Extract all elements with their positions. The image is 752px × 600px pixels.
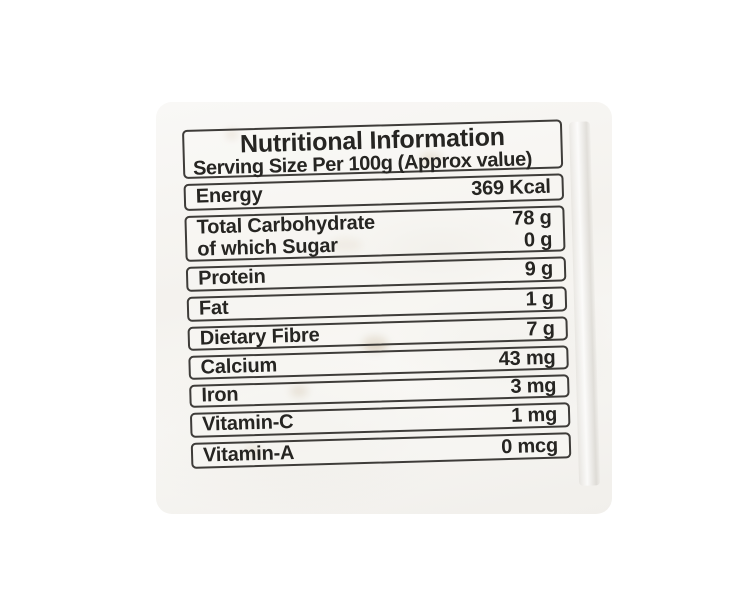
label-header: Nutritional Information Serving Size Per… <box>182 119 564 180</box>
row-energy: Energy 369 Kcal <box>183 173 565 211</box>
bag-stain <box>362 336 388 352</box>
nutrition-label: Nutritional Information Serving Size Per… <box>182 119 572 473</box>
row-dietary-fibre: Dietary Fibre 7 g <box>187 316 569 351</box>
nutrient-value: 3 mg <box>510 374 557 398</box>
row-iron: Iron 3 mg <box>189 374 570 408</box>
row-vitamin-c: Vitamin-C 1 mg <box>189 402 571 438</box>
nutrient-value: 1 g <box>525 287 555 311</box>
nutrient-name: Dietary Fibre <box>199 323 320 350</box>
nutrient-name: Fat <box>198 296 229 320</box>
nutrient-name: Vitamin-C <box>201 411 294 436</box>
nutrient-value: 43 mg <box>498 346 556 370</box>
nutrient-name: Calcium <box>200 353 278 379</box>
bag-stain <box>330 238 362 252</box>
row-vitamin-a: Vitamin-A 0 mcg <box>190 432 572 469</box>
nutrient-name: Vitamin-A <box>202 441 295 467</box>
nutrient-value: 9 g <box>524 257 554 281</box>
nutrient-name: Protein <box>197 265 266 290</box>
nutrient-name: Energy <box>195 183 263 208</box>
row-protein: Protein 9 g <box>185 256 567 292</box>
bag-stain <box>420 152 442 166</box>
row-total-carbohydrate: Total Carbohydrate 78 g of which Sugar 0… <box>184 205 566 262</box>
nutrient-value: 369 Kcal <box>470 175 552 200</box>
row-calcium: Calcium 43 mg <box>188 345 569 380</box>
bag-stain <box>226 130 238 139</box>
nutrient-value: 0 g <box>523 228 553 252</box>
nutrient-value: 1 mg <box>510 403 558 427</box>
plastic-bag <box>156 102 612 514</box>
row-fat: Fat 1 g <box>186 286 568 322</box>
nutrient-name: Iron <box>201 383 239 407</box>
nutrient-value: 0 mcg <box>500 434 559 458</box>
nutrient-value: 7 g <box>526 317 555 340</box>
nutrient-value: 78 g <box>512 206 552 230</box>
nutrient-name: of which Sugar <box>197 234 339 261</box>
bag-stain <box>290 385 308 397</box>
bag-stain <box>246 446 262 457</box>
